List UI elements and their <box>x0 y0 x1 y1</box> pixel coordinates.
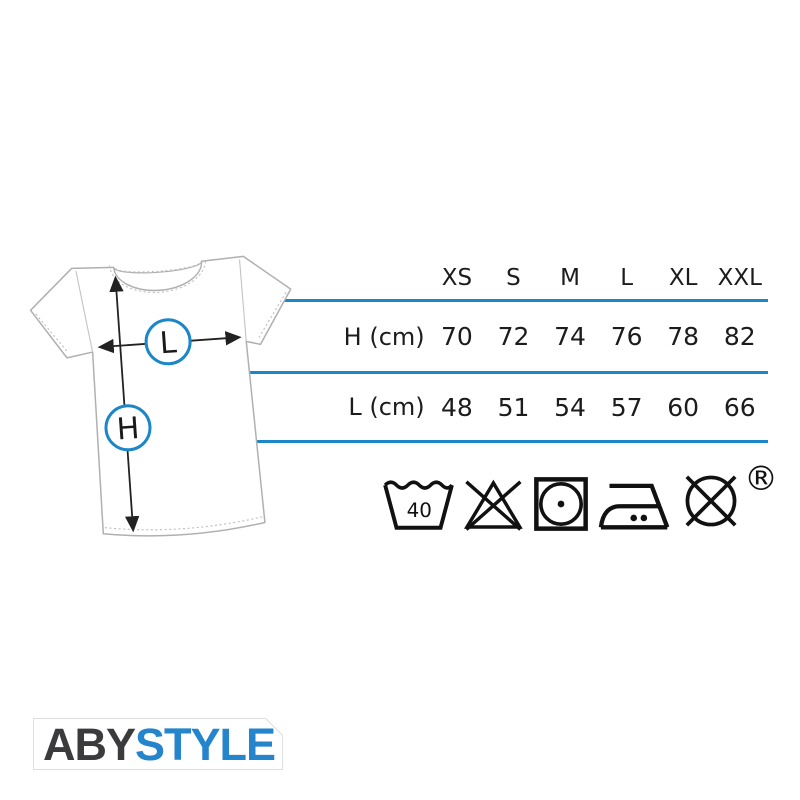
width-label: L <box>159 325 178 361</box>
height-label-badge: H <box>104 404 152 452</box>
size-header-cell: XXL <box>717 264 762 291</box>
row-label: H (cm) <box>343 322 425 351</box>
sleeve-seams <box>75 259 247 353</box>
size-header-cell: XL <box>668 264 698 291</box>
size-value-cell: 60 <box>667 392 700 422</box>
collar-top-line <box>113 261 203 274</box>
size-value-cell: 76 <box>610 322 643 351</box>
size-header-cell: L <box>620 264 634 291</box>
length-row: L (cm) 48 51 54 57 60 66 <box>250 374 768 443</box>
size-value-cell: 57 <box>610 392 643 422</box>
size-table-header-row: XS S M L XL XXL <box>250 256 768 302</box>
machine-wash-40-icon: 40 <box>383 480 454 530</box>
size-value-cell: 54 <box>554 392 586 422</box>
height-label: H <box>116 411 141 447</box>
tumble-dry-icon <box>533 477 588 531</box>
abystyle-logo: ABY STYLE <box>33 718 283 770</box>
size-value-cell: 66 <box>723 392 756 422</box>
wash-temperature: 40 <box>407 499 432 522</box>
height-row: H (cm) 70 72 74 76 78 82 <box>250 302 768 374</box>
size-value-cell: 48 <box>441 392 473 422</box>
width-label-badge: L <box>144 318 192 366</box>
size-value-cell: 72 <box>497 322 530 351</box>
size-value-cell: 82 <box>723 322 756 351</box>
tshirt-outline <box>29 255 292 537</box>
do-not-bleach-icon <box>464 479 523 531</box>
logo-part-style: STYLE <box>135 718 276 770</box>
size-header-cell: S <box>506 264 521 291</box>
iron-icon <box>598 483 670 530</box>
size-value-cell: 74 <box>554 322 586 351</box>
row-label: L (cm) <box>348 393 425 421</box>
logo-part-aby: ABY <box>43 718 136 770</box>
logo-text: ABY STYLE <box>34 719 282 769</box>
height-measure-arrow <box>109 275 140 533</box>
tshirt-measurement-diagram: L H <box>29 255 292 537</box>
do-not-dry-clean-icon <box>685 475 737 527</box>
registered-trademark: ® <box>744 459 778 499</box>
size-value-cell: 70 <box>441 322 473 351</box>
size-value-cell: 51 <box>497 392 530 422</box>
size-header-cell: XS <box>441 264 473 291</box>
size-table: XS S M L XL XXL H (cm) 70 72 74 76 78 82… <box>250 256 768 443</box>
size-header-cell: M <box>560 264 580 291</box>
size-value-cell: 78 <box>667 322 700 351</box>
care-symbols-row: 40 <box>383 470 742 532</box>
